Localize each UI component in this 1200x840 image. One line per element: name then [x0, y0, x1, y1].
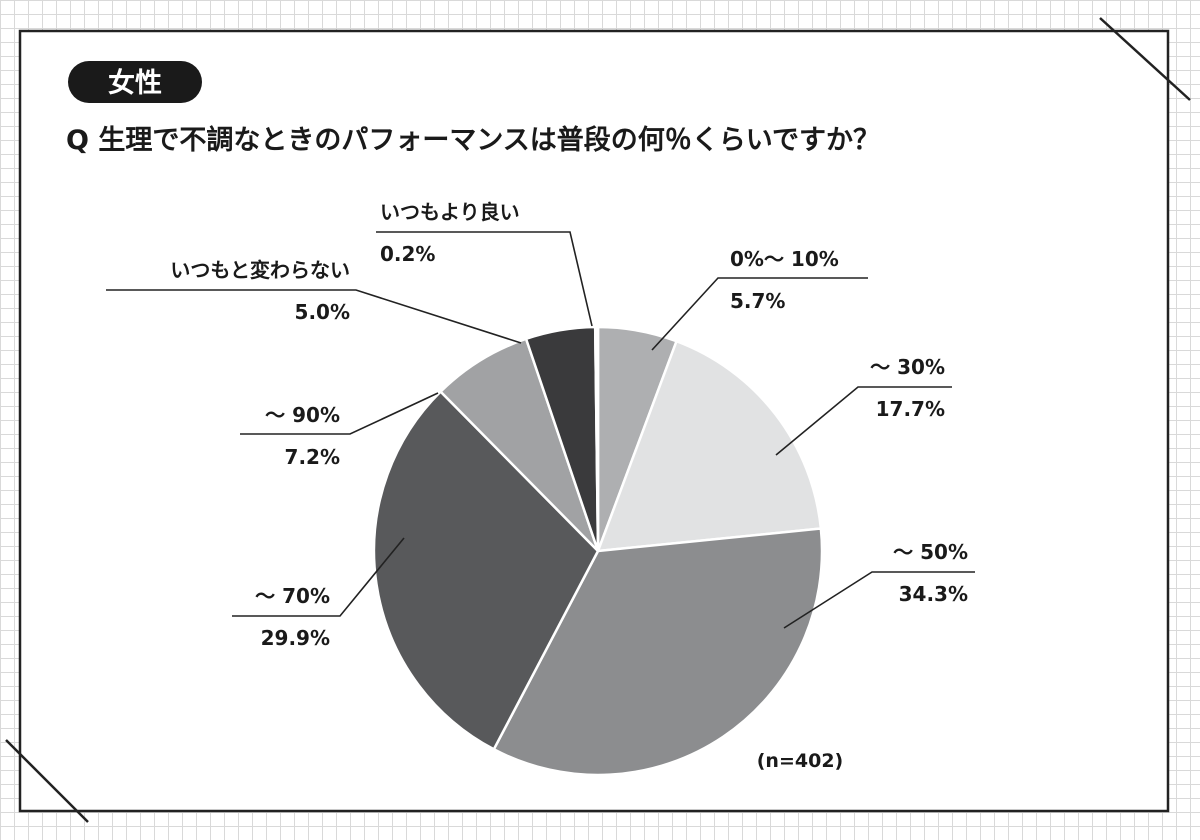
slice-value-label: 5.0% — [295, 300, 350, 324]
slice-value-label: 5.7% — [730, 289, 785, 313]
sample-size-note: (n=402) — [757, 750, 843, 772]
slice-value-label: 17.7% — [876, 397, 945, 421]
pie-slice — [372, 389, 600, 751]
pie-slice — [438, 337, 600, 552]
leader-line — [376, 231, 593, 327]
badge-label: 女性 — [108, 67, 162, 99]
pie-slice — [596, 339, 823, 553]
badge — [68, 61, 202, 103]
corner-stroke-bottom-left — [5, 739, 89, 823]
pie-slice — [593, 325, 600, 552]
leader-line — [106, 289, 522, 344]
leader-lines — [106, 231, 975, 629]
slice-category-label: ～ 90% — [265, 403, 340, 427]
leader-line — [775, 386, 952, 456]
slice-category-label: いつもと変わらない — [170, 258, 350, 282]
slice-labels: 0%～ 10% 5.7% ～ 30% 17.7% ～ 50% 34.3% ～ 70% 29.9… — [170, 200, 968, 650]
pie-slice — [492, 527, 824, 777]
leader-line — [240, 392, 439, 435]
slice-value-label: 29.9% — [261, 626, 330, 650]
slice-category-label: ～ 50% — [893, 540, 968, 564]
slice-category-label: ～ 70% — [255, 584, 330, 608]
slice-category-label: ～ 30% — [870, 355, 945, 379]
slice-value-label: 0.2% — [380, 242, 435, 266]
leader-line — [651, 277, 868, 351]
slice-value-label: 34.3% — [899, 582, 968, 606]
question-title: Q 生理で不調なときのパフォーマンスは普段の何％くらいですか？ — [66, 124, 880, 156]
slice-value-label: 7.2% — [285, 445, 340, 469]
corner-stroke-top-right — [1099, 17, 1191, 101]
slice-category-label: いつもより良い — [380, 200, 520, 224]
slice-category-label: 0%～ 10% — [730, 247, 839, 271]
pie-slices — [372, 325, 824, 777]
leader-line — [783, 571, 975, 629]
leader-line — [232, 537, 405, 617]
